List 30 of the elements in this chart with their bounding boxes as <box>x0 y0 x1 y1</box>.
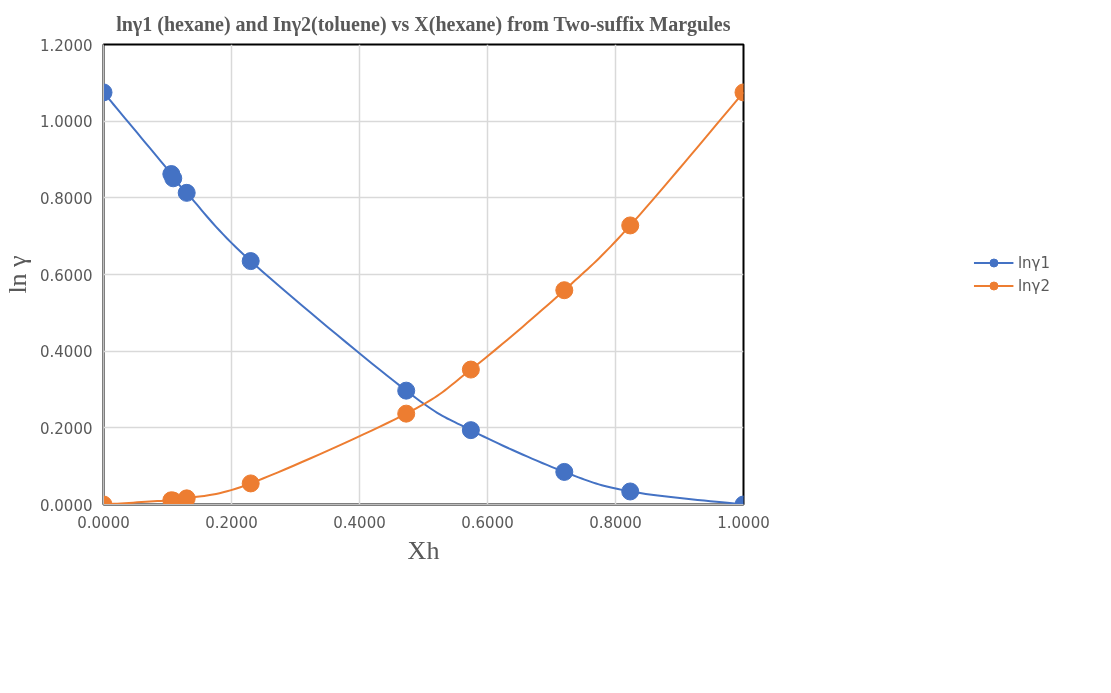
point <box>555 281 574 300</box>
point <box>241 252 260 271</box>
x-tick-label: 0.6000 <box>461 513 514 532</box>
x-tick-label: 0.0000 <box>77 513 130 532</box>
point <box>177 183 196 202</box>
legend-label: lnγ1 <box>1017 253 1051 272</box>
y-tick-label: 0.2000 <box>40 419 93 438</box>
x-tick-label: 0.4000 <box>333 513 386 532</box>
y-tick-label: 0.4000 <box>40 343 93 362</box>
y-axis-title: ln γ <box>3 255 33 294</box>
y-tick-label: 1.2000 <box>40 36 93 55</box>
point <box>397 404 416 423</box>
point <box>177 489 196 505</box>
point <box>621 216 640 235</box>
x-tick-label: 1.0000 <box>717 513 770 532</box>
point <box>555 462 574 481</box>
y-tick-label: 0.6000 <box>40 266 93 285</box>
chart-title: lnγ1 (hexane) and Inγ2(toluene) vs X(hexane) from Two-suffix Margules <box>116 12 731 36</box>
point <box>461 421 480 440</box>
point <box>621 482 640 501</box>
y-tick-label: 1.0000 <box>40 113 93 132</box>
y-tick-label: 0.8000 <box>40 189 93 208</box>
point <box>241 474 260 493</box>
x-tick-label: 0.2000 <box>205 513 258 532</box>
x-tick-label: 0.8000 <box>589 513 642 532</box>
x-axis-title: Xh <box>407 535 440 565</box>
point <box>461 360 480 379</box>
point <box>397 381 416 400</box>
y-tick-label: 0.0000 <box>40 496 93 515</box>
legend-label: lnγ2 <box>1017 276 1051 295</box>
